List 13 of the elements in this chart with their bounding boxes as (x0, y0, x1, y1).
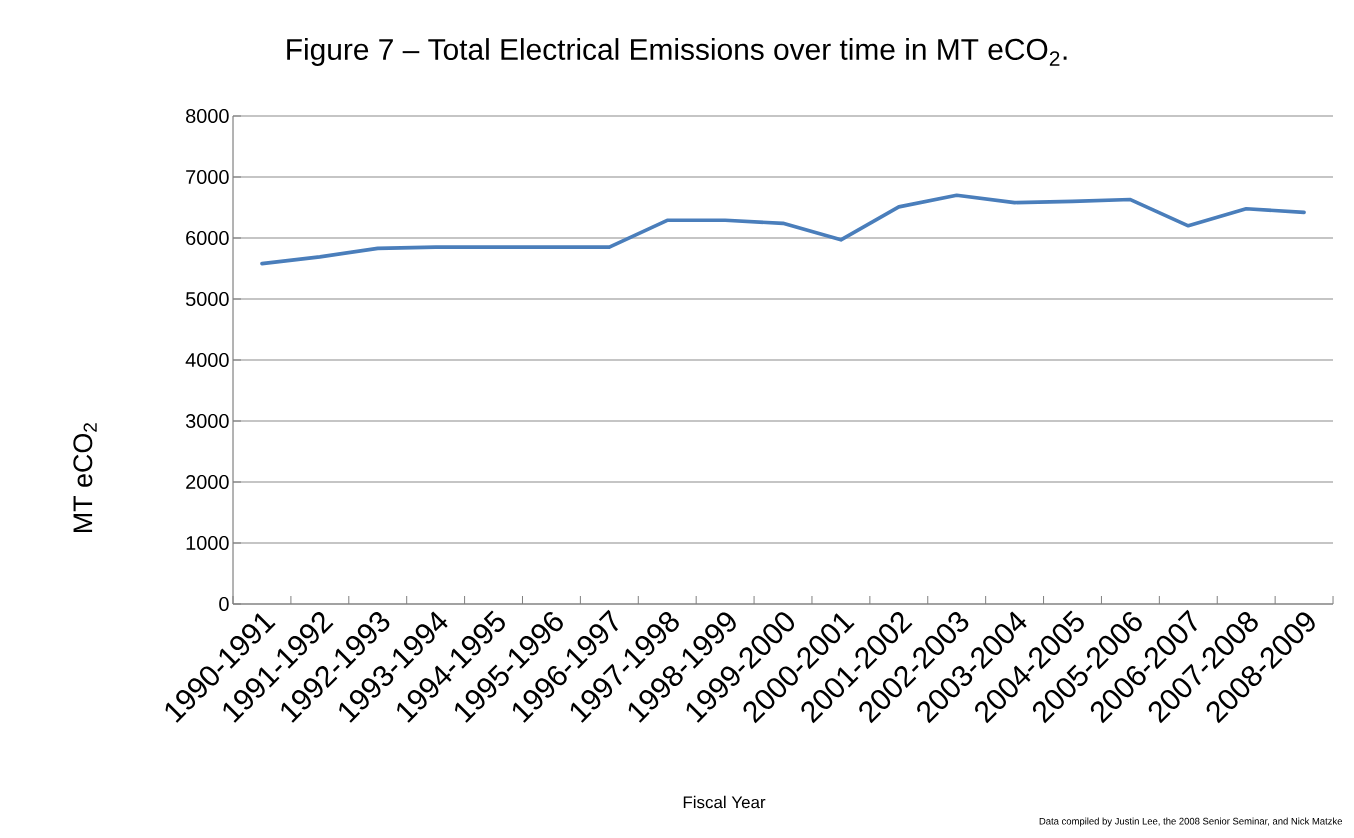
y-tick-label: 3000 (185, 413, 229, 429)
y-tick-label: 4000 (185, 352, 229, 368)
chart-title: Figure 7 – Total Electrical Emissions over time in MT eCO$_{2}$. (287, 38, 1067, 66)
y-tick-label: 1000 (186, 535, 229, 551)
y-tick-label: 7000 (186, 169, 229, 185)
y-tick-label: 0 (219, 596, 229, 612)
y-tick-label: 6000 (186, 230, 229, 246)
text: Data compiled by Justin Lee, the 2008 Senior Seminar, and Nick Matzke (1039, 817, 1343, 827)
x-axis-title: Fiscal Year (683, 795, 766, 809)
y-tick-label: 8000 (186, 108, 229, 124)
y-axis-title: MT eCO$_{2}$ (73, 423, 97, 533)
y-tick-label: 2000 (186, 474, 229, 490)
y-tick-label: 5000 (185, 291, 229, 307)
